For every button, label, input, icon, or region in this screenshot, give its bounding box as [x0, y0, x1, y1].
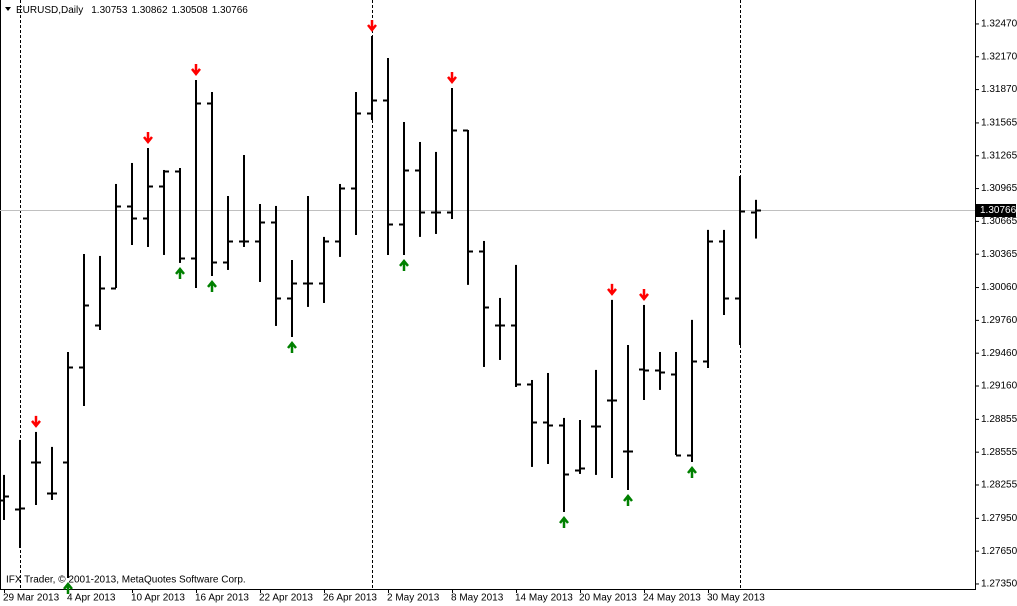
y-tick-label: 1.31565: [981, 118, 1017, 129]
x-tick-label: 22 Apr 2013: [259, 593, 313, 604]
y-tick-label: 1.29160: [981, 381, 1017, 392]
fractal-up: [287, 340, 297, 353]
fractal-up: [207, 279, 217, 292]
header: EURUSD,Daily 1.30753 1.30862 1.30508 1.30766: [16, 5, 248, 16]
y-tick-label: 1.30365: [981, 249, 1017, 260]
plot-frame: [0, 0, 976, 590]
fractal-up: [623, 494, 633, 507]
header-open: 1.30753: [91, 5, 128, 16]
price-label: 1.30766: [980, 205, 1017, 216]
fractal-up: [559, 515, 569, 528]
y-tick-label: 1.31265: [981, 150, 1017, 161]
x-tick-label: 26 Apr 2013: [323, 593, 377, 604]
fractal-up: [399, 258, 409, 271]
fractal-down: [31, 415, 41, 428]
y-tick-label: 1.27950: [981, 513, 1017, 524]
y-tick-label: 1.27350: [981, 579, 1017, 590]
x-tick-label: 8 May 2013: [451, 593, 504, 604]
x-tick-label: 16 Apr 2013: [195, 593, 249, 604]
x-tick-label: 2 May 2013: [387, 593, 440, 604]
price-label-box: [976, 204, 1016, 217]
y-tick-label: 1.27650: [981, 546, 1017, 557]
y-tick-label: 1.28555: [981, 447, 1017, 458]
fractal-down: [143, 131, 153, 144]
footer: IFX Trader, © 2001-2013, MetaQuotes Soft…: [6, 575, 246, 586]
x-tick-label: 24 May 2013: [643, 593, 701, 604]
header-high: 1.30862: [131, 5, 168, 16]
y-tick-label: 1.29460: [981, 348, 1017, 359]
y-tick-label: 1.32170: [981, 51, 1017, 62]
fractal-down: [607, 283, 617, 296]
symbol: EURUSD,Daily: [16, 5, 83, 16]
x-tick-label: 29 Mar 2013: [3, 593, 60, 604]
y-tick-label: 1.32470: [981, 19, 1017, 30]
x-tick-label: 20 May 2013: [579, 593, 637, 604]
fractal-down: [367, 19, 377, 32]
menu-triangle: [5, 7, 11, 11]
y-tick-label: 1.30665: [981, 216, 1017, 227]
y-tick-label: 1.30965: [981, 183, 1017, 194]
y-tick-label: 1.28255: [981, 480, 1017, 491]
x-tick-label: 14 May 2013: [515, 593, 573, 604]
fractal-up: [175, 266, 185, 279]
y-tick-label: 1.30060: [981, 282, 1017, 293]
x-tick-label: 30 May 2013: [707, 593, 765, 604]
fractal-up: [63, 581, 73, 594]
x-tick-label: 10 Apr 2013: [131, 593, 185, 604]
fractal-up: [687, 466, 697, 479]
header-close: 1.30766: [212, 5, 249, 16]
y-tick-label: 1.29760: [981, 315, 1017, 326]
y-tick-label: 1.28855: [981, 414, 1017, 425]
fractal-down: [191, 63, 201, 76]
header-low: 1.30508: [172, 5, 209, 16]
y-tick-label: 1.31870: [981, 84, 1017, 95]
fractal-down: [639, 288, 649, 301]
fractal-down: [447, 71, 457, 84]
x-tick-label: 4 Apr 2013: [67, 593, 116, 604]
